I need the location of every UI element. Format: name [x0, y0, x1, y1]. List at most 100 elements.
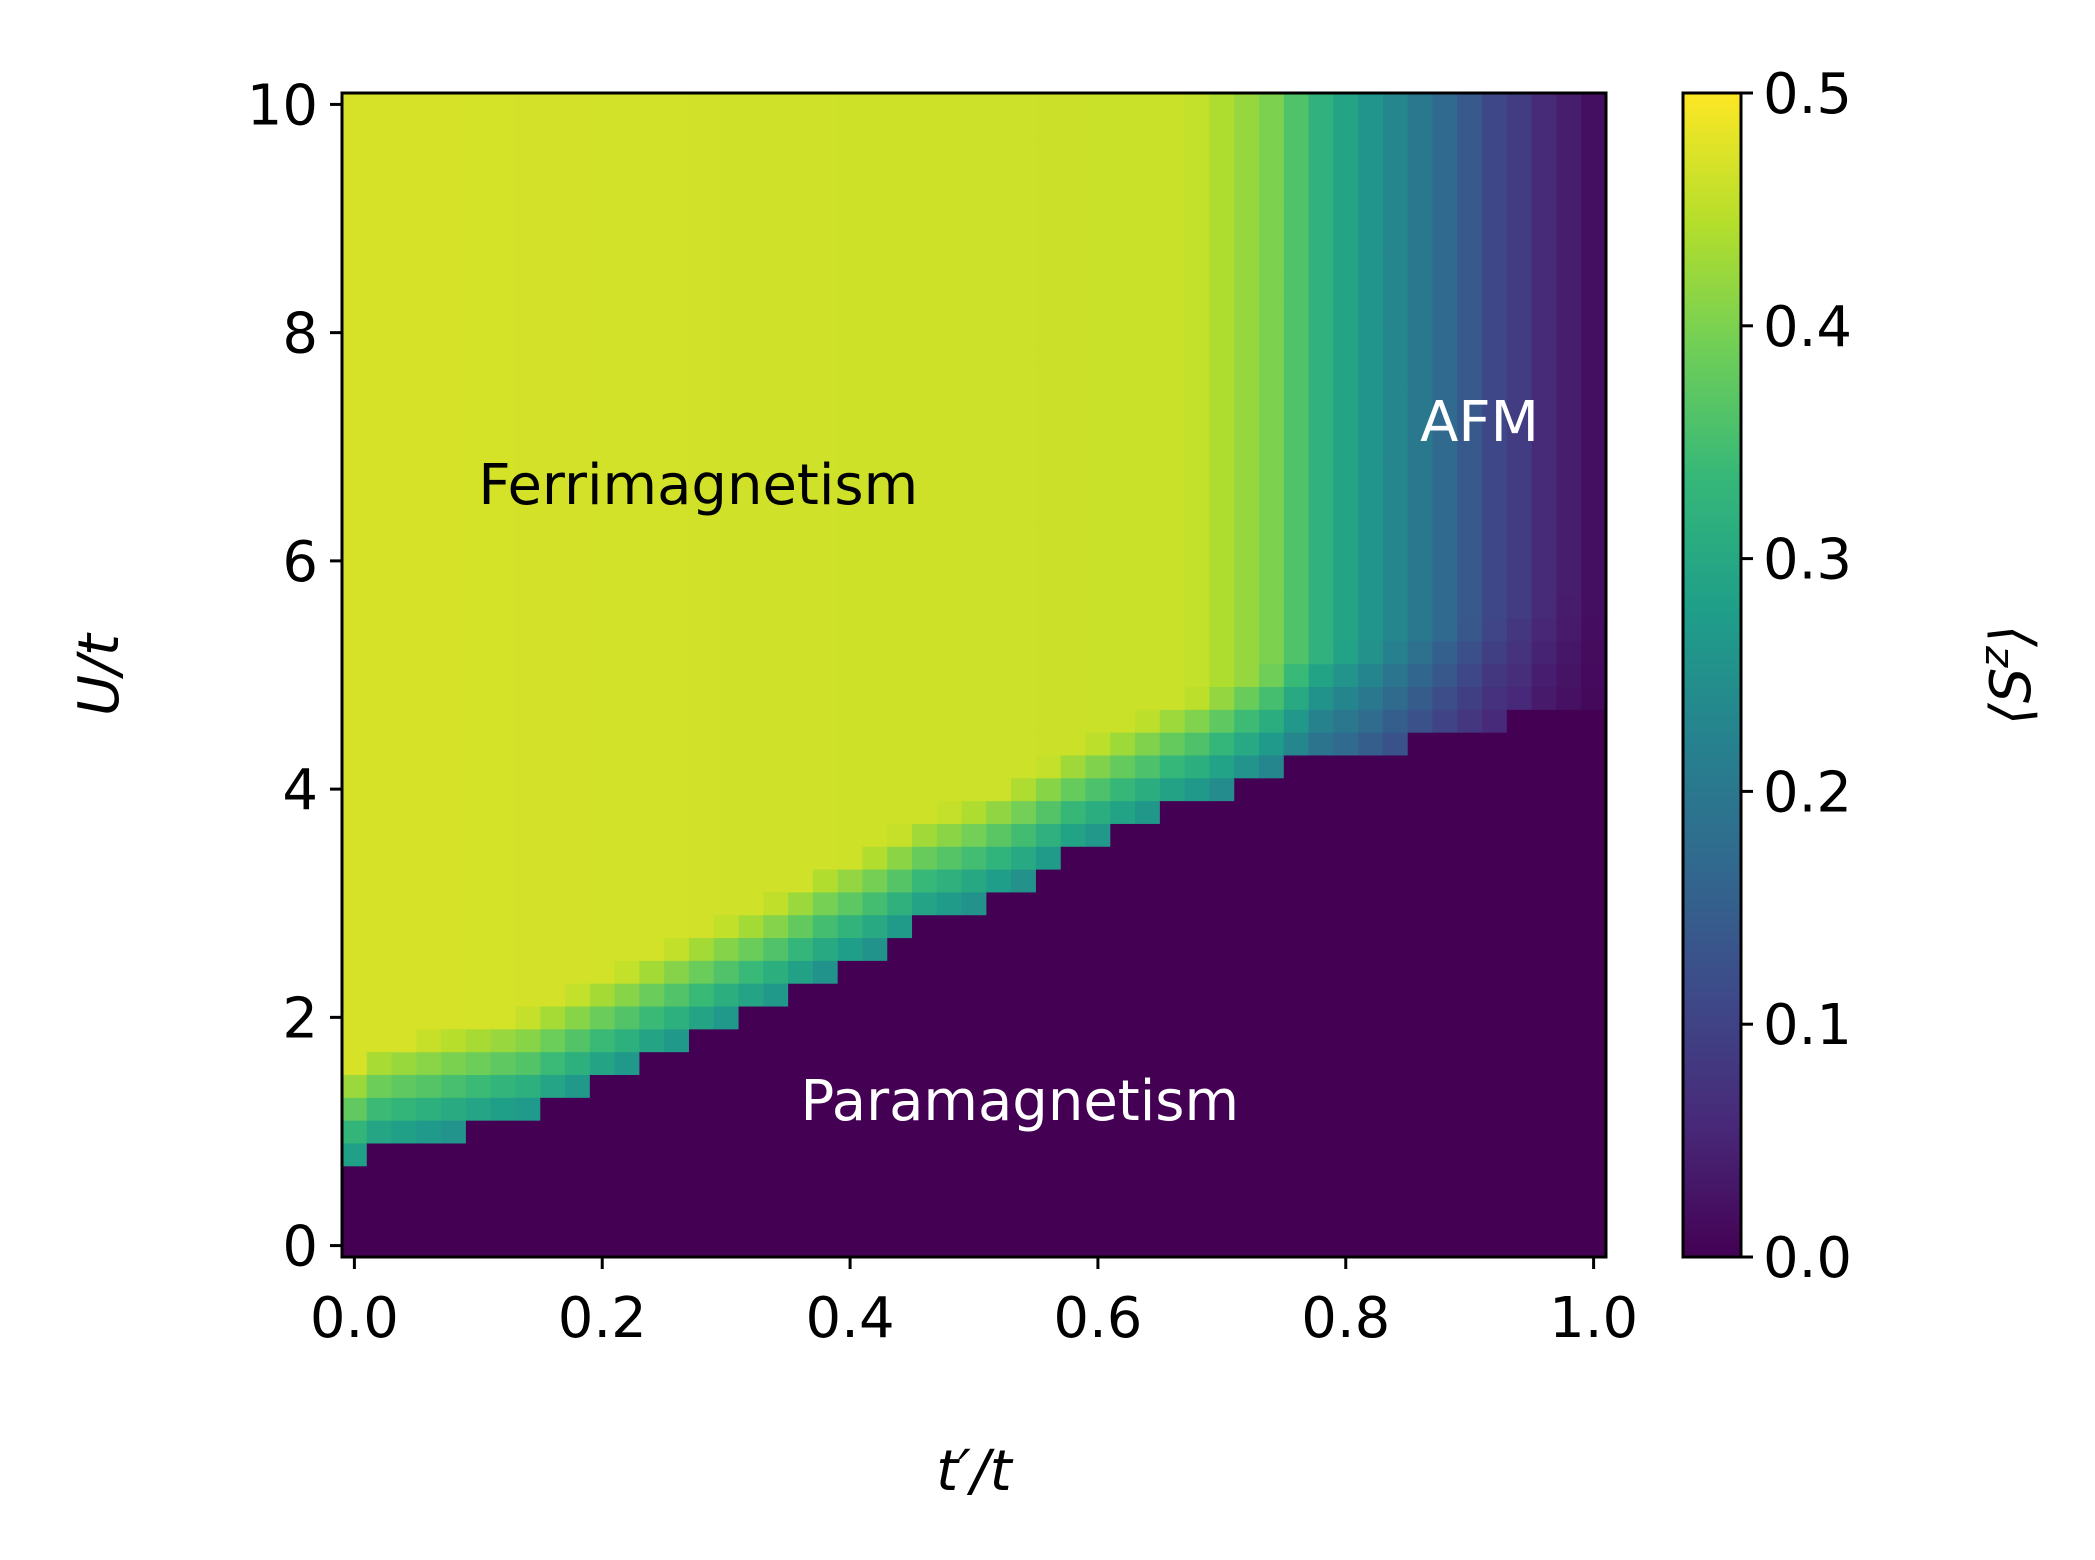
- heatmap-cell: [664, 960, 690, 984]
- heatmap-cell: [1110, 526, 1136, 551]
- heatmap-cell: [1209, 1005, 1235, 1030]
- heatmap-cell: [1209, 526, 1235, 551]
- heatmap-cell: [1184, 617, 1211, 642]
- heatmap-cell: [1457, 800, 1483, 824]
- heatmap-cell: [342, 207, 368, 231]
- heatmap-cell: [688, 275, 715, 300]
- heatmap-cell: [812, 846, 839, 870]
- heatmap-cell: [1209, 754, 1235, 779]
- heatmap-cell: [540, 1097, 566, 1121]
- heatmap-cell: [664, 914, 690, 939]
- heatmap-cell: [1259, 1165, 1285, 1190]
- heatmap-cell: [1085, 1097, 1111, 1121]
- heatmap-cell: [738, 709, 764, 733]
- heatmap-cell: [1159, 1051, 1186, 1076]
- heatmap-cell: [1432, 1074, 1458, 1098]
- heatmap-cell: [788, 93, 814, 117]
- heatmap-cell: [837, 435, 864, 459]
- heatmap-cell: [515, 777, 541, 802]
- heatmap-cell: [688, 252, 715, 277]
- heatmap-cell: [1581, 503, 1607, 528]
- heatmap-cell: [1110, 595, 1136, 619]
- heatmap-cell: [614, 1211, 641, 1235]
- heatmap-cell: [738, 1028, 764, 1053]
- heatmap-cell: [589, 983, 616, 1007]
- heatmap-cell: [366, 754, 393, 779]
- heatmap-cell: [540, 549, 566, 573]
- heatmap-cell: [837, 298, 864, 322]
- heatmap-cell: [837, 1051, 864, 1076]
- heatmap-cell: [961, 869, 987, 893]
- heatmap-cell: [1358, 846, 1384, 870]
- heatmap-cell: [936, 823, 963, 847]
- heatmap-cell: [366, 595, 393, 619]
- heatmap-cell: [465, 275, 492, 300]
- heatmap-cell: [1432, 1120, 1458, 1144]
- heatmap-cell: [713, 526, 740, 551]
- heatmap-cell: [936, 321, 963, 345]
- heatmap-cell: [862, 184, 888, 208]
- heatmap-cell: [1060, 435, 1087, 459]
- heatmap-cell: [887, 1142, 913, 1167]
- heatmap-cell: [1531, 800, 1558, 824]
- heatmap-cell: [688, 481, 715, 505]
- heatmap-cell: [1506, 1005, 1533, 1030]
- heatmap-cell: [490, 1165, 517, 1190]
- heatmap-cell: [763, 207, 789, 231]
- heatmap-cell: [1209, 960, 1235, 984]
- heatmap-cell: [1358, 617, 1384, 642]
- heatmap-cell: [986, 983, 1012, 1007]
- heatmap-cell: [664, 1028, 690, 1053]
- heatmap-cell: [1060, 275, 1087, 300]
- heatmap-cell: [589, 640, 616, 665]
- heatmap-cell: [837, 1234, 864, 1258]
- heatmap-cell: [788, 891, 814, 916]
- heatmap-cell: [1482, 617, 1508, 642]
- heatmap-cell: [1184, 846, 1211, 870]
- heatmap-cell: [788, 983, 814, 1007]
- heatmap-cell: [912, 503, 938, 528]
- heatmap-cell: [887, 777, 913, 802]
- heatmap-cell: [1482, 914, 1508, 939]
- heatmap-cell: [1506, 937, 1533, 961]
- heatmap-cell: [589, 1234, 616, 1258]
- heatmap-cell: [738, 366, 764, 391]
- heatmap-cell: [1209, 184, 1235, 208]
- heatmap-cell: [1358, 937, 1384, 961]
- heatmap-cell: [1382, 686, 1409, 710]
- heatmap-cell: [1382, 93, 1409, 117]
- heatmap-cell: [1556, 1028, 1582, 1053]
- heatmap-cell: [688, 184, 715, 208]
- heatmap-cell: [342, 891, 368, 916]
- heatmap-cell: [1382, 344, 1409, 368]
- heatmap-cell: [1333, 1142, 1359, 1167]
- heatmap-cell: [1432, 869, 1458, 893]
- heatmap-cell: [639, 572, 665, 596]
- heatmap-cell: [1556, 321, 1582, 345]
- heatmap-cell: [1482, 1051, 1508, 1076]
- heatmap-cell: [589, 526, 616, 551]
- heatmap-cell: [1283, 321, 1310, 345]
- heatmap-cell: [1234, 891, 1260, 916]
- heatmap-cell: [837, 709, 864, 733]
- heatmap-cell: [1457, 229, 1483, 254]
- heatmap-cell: [1035, 640, 1062, 665]
- heatmap-cell: [1382, 138, 1409, 163]
- heatmap-cell: [1209, 481, 1235, 505]
- heatmap-cell: [391, 869, 417, 893]
- heatmap-cell: [540, 321, 566, 345]
- heatmap-cell: [812, 709, 839, 733]
- heatmap-cell: [1011, 138, 1037, 163]
- heatmap-cell: [1333, 389, 1359, 414]
- heatmap-cell: [1011, 344, 1037, 368]
- heatmap-cell: [1382, 229, 1409, 254]
- heatmap-cell: [664, 891, 690, 916]
- heatmap-cell: [1432, 526, 1458, 551]
- heatmap-cell: [887, 572, 913, 596]
- heatmap-cell: [1283, 686, 1310, 710]
- heatmap-cell: [1407, 366, 1434, 391]
- heatmap-cell: [887, 207, 913, 231]
- heatmap-cell: [1085, 1234, 1111, 1258]
- heatmap-cell: [1234, 663, 1260, 688]
- heatmap-cell: [887, 298, 913, 322]
